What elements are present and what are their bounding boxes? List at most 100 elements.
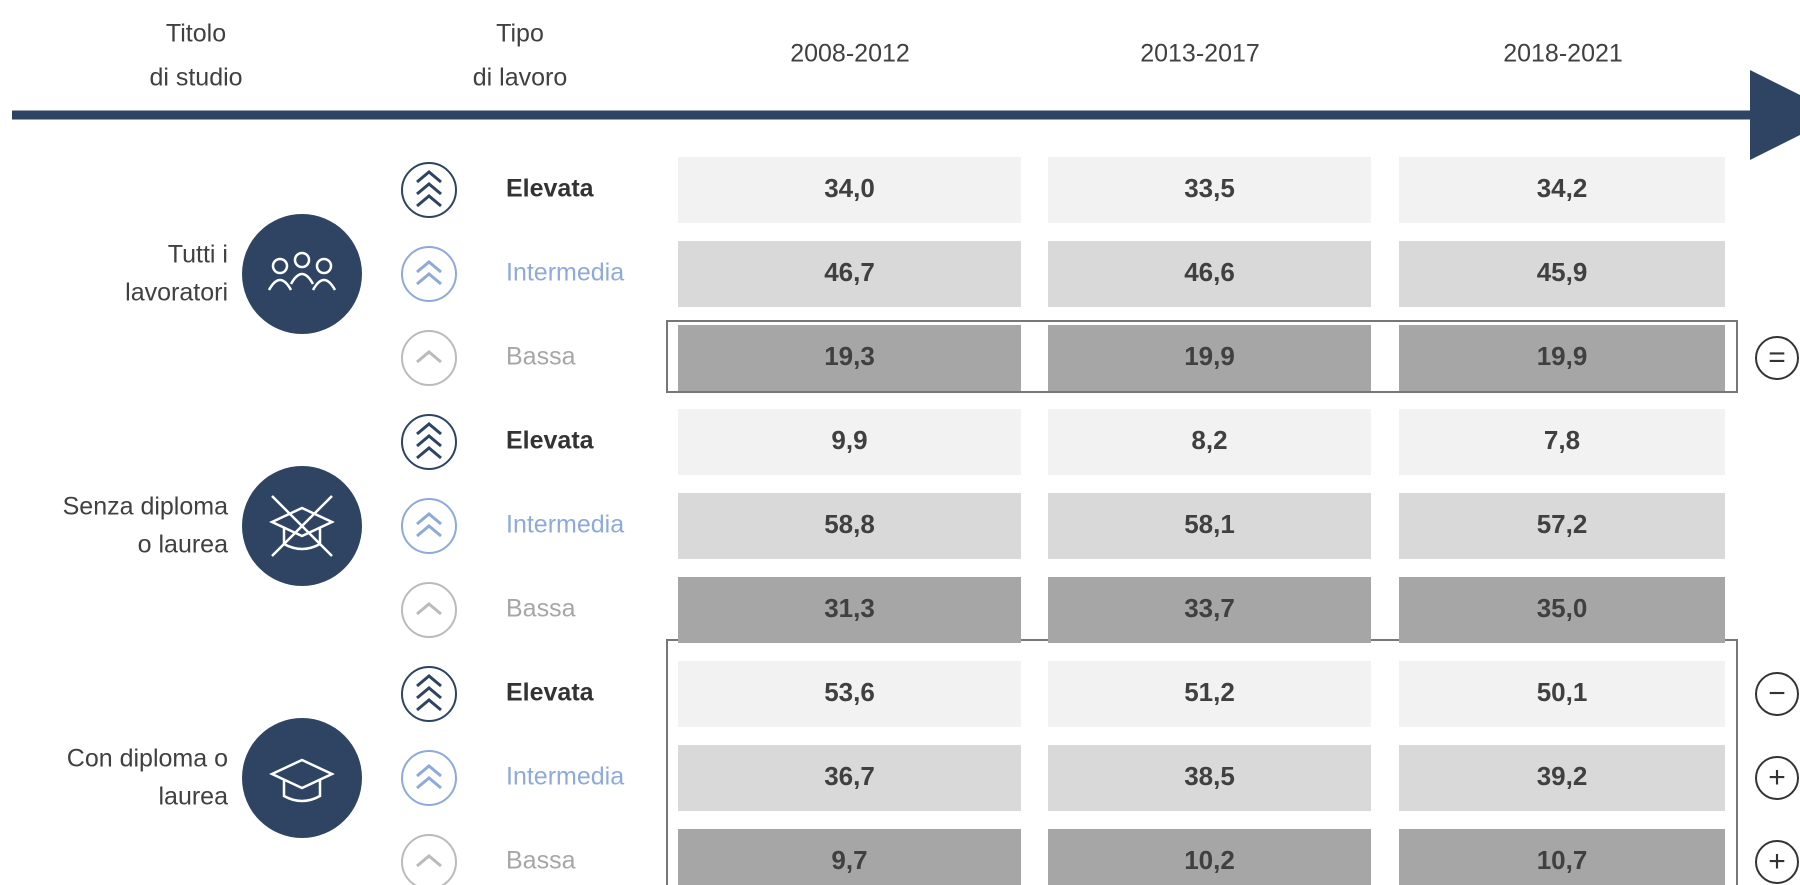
group-label: lavoratori xyxy=(125,279,228,307)
group-icon xyxy=(242,466,362,586)
cell-value: 7,8 xyxy=(1544,425,1580,455)
chevron xyxy=(416,272,442,286)
cell xyxy=(1048,409,1371,475)
header-label: Titolo xyxy=(166,20,226,48)
cell xyxy=(678,493,1021,559)
cell xyxy=(1399,493,1725,559)
cell xyxy=(1048,577,1371,643)
cell-value: 39,2 xyxy=(1537,761,1588,791)
cell-value: 51,2 xyxy=(1184,677,1235,707)
chevron xyxy=(416,170,442,184)
cell xyxy=(1048,493,1371,559)
chevron xyxy=(416,674,442,688)
marker-circle xyxy=(1755,672,1799,716)
cell-value: 36,7 xyxy=(824,761,875,791)
cell-value: 34,2 xyxy=(1537,173,1588,203)
person-head xyxy=(271,257,289,275)
icon-circle xyxy=(401,666,457,722)
chevron xyxy=(416,194,442,208)
header-label: 2008-2012 xyxy=(790,40,910,68)
header-label: 2013-2017 xyxy=(1140,40,1260,68)
cell xyxy=(678,157,1021,223)
level-icon xyxy=(401,666,457,722)
cell xyxy=(678,241,1021,307)
change-marker: + xyxy=(1768,761,1786,794)
cap xyxy=(269,758,335,803)
level-icon xyxy=(401,414,457,470)
cell xyxy=(1048,745,1371,811)
cell xyxy=(1399,325,1725,391)
level-icon xyxy=(401,834,457,885)
cell-value: 34,0 xyxy=(824,173,875,203)
chevron xyxy=(416,602,442,616)
job-type: Elevata xyxy=(506,679,595,707)
icon-circle xyxy=(401,162,457,218)
level-icon xyxy=(401,330,457,386)
group-label: Tutti i xyxy=(168,241,228,269)
cell-value: 10,2 xyxy=(1184,845,1235,875)
cell-value: 19,9 xyxy=(1537,341,1588,371)
cell xyxy=(1399,829,1725,885)
cell-value: 46,7 xyxy=(824,257,875,287)
chevron xyxy=(416,512,442,526)
cell-value: 35,0 xyxy=(1537,593,1588,623)
chevron xyxy=(416,350,442,364)
cell xyxy=(1399,241,1725,307)
cell xyxy=(678,325,1021,391)
chevron xyxy=(416,260,442,274)
job-type: Elevata xyxy=(506,427,595,455)
job-type: Elevata xyxy=(506,175,595,203)
person-body xyxy=(311,278,337,291)
job-type: Bassa xyxy=(506,595,576,623)
cell-value: 19,3 xyxy=(824,341,875,371)
marker-circle xyxy=(1755,840,1799,884)
cell xyxy=(1048,241,1371,307)
person-body xyxy=(289,272,315,285)
icon-circle xyxy=(401,330,457,386)
level-icon xyxy=(401,246,457,302)
chevron xyxy=(416,524,442,538)
job-type: Bassa xyxy=(506,847,576,875)
job-type: Intermedia xyxy=(506,511,624,539)
cell xyxy=(678,577,1021,643)
cell xyxy=(1399,577,1725,643)
cell xyxy=(1048,661,1371,727)
job-type: Intermedia xyxy=(506,763,624,791)
change-marker: = xyxy=(1768,341,1786,374)
chevron xyxy=(416,854,442,868)
cell-value: 38,5 xyxy=(1184,761,1235,791)
chevron xyxy=(416,776,442,790)
level-icon xyxy=(401,498,457,554)
cell-value: 45,9 xyxy=(1537,257,1588,287)
marker-circle xyxy=(1755,756,1799,800)
cell-value: 33,5 xyxy=(1184,173,1235,203)
person-head xyxy=(293,251,311,269)
change-marker: − xyxy=(1768,677,1786,710)
person-body xyxy=(267,278,293,291)
job-type: Bassa xyxy=(506,343,576,371)
icon-circle xyxy=(242,718,362,838)
job-type: Intermedia xyxy=(506,259,624,287)
level-icon xyxy=(401,162,457,218)
header-label: 2018-2021 xyxy=(1503,40,1623,68)
cell xyxy=(678,661,1021,727)
group-label: Con diploma o xyxy=(67,745,228,773)
level-icon xyxy=(401,582,457,638)
change-marker: + xyxy=(1768,845,1786,878)
chevron xyxy=(416,764,442,778)
cell-value: 9,9 xyxy=(831,425,867,455)
cell-value: 57,2 xyxy=(1537,509,1588,539)
cell-value: 19,9 xyxy=(1184,341,1235,371)
header-label: di studio xyxy=(149,64,242,92)
header-label: Tipo xyxy=(496,20,544,48)
marker-circle xyxy=(1755,336,1799,380)
cell-value: 58,8 xyxy=(824,509,875,539)
group-label: o laurea xyxy=(138,531,228,559)
icon-circle xyxy=(401,834,457,885)
cell xyxy=(1399,745,1725,811)
cell-value: 50,1 xyxy=(1537,677,1588,707)
person-head xyxy=(315,257,333,275)
chevron xyxy=(416,422,442,436)
icon-circle xyxy=(401,414,457,470)
